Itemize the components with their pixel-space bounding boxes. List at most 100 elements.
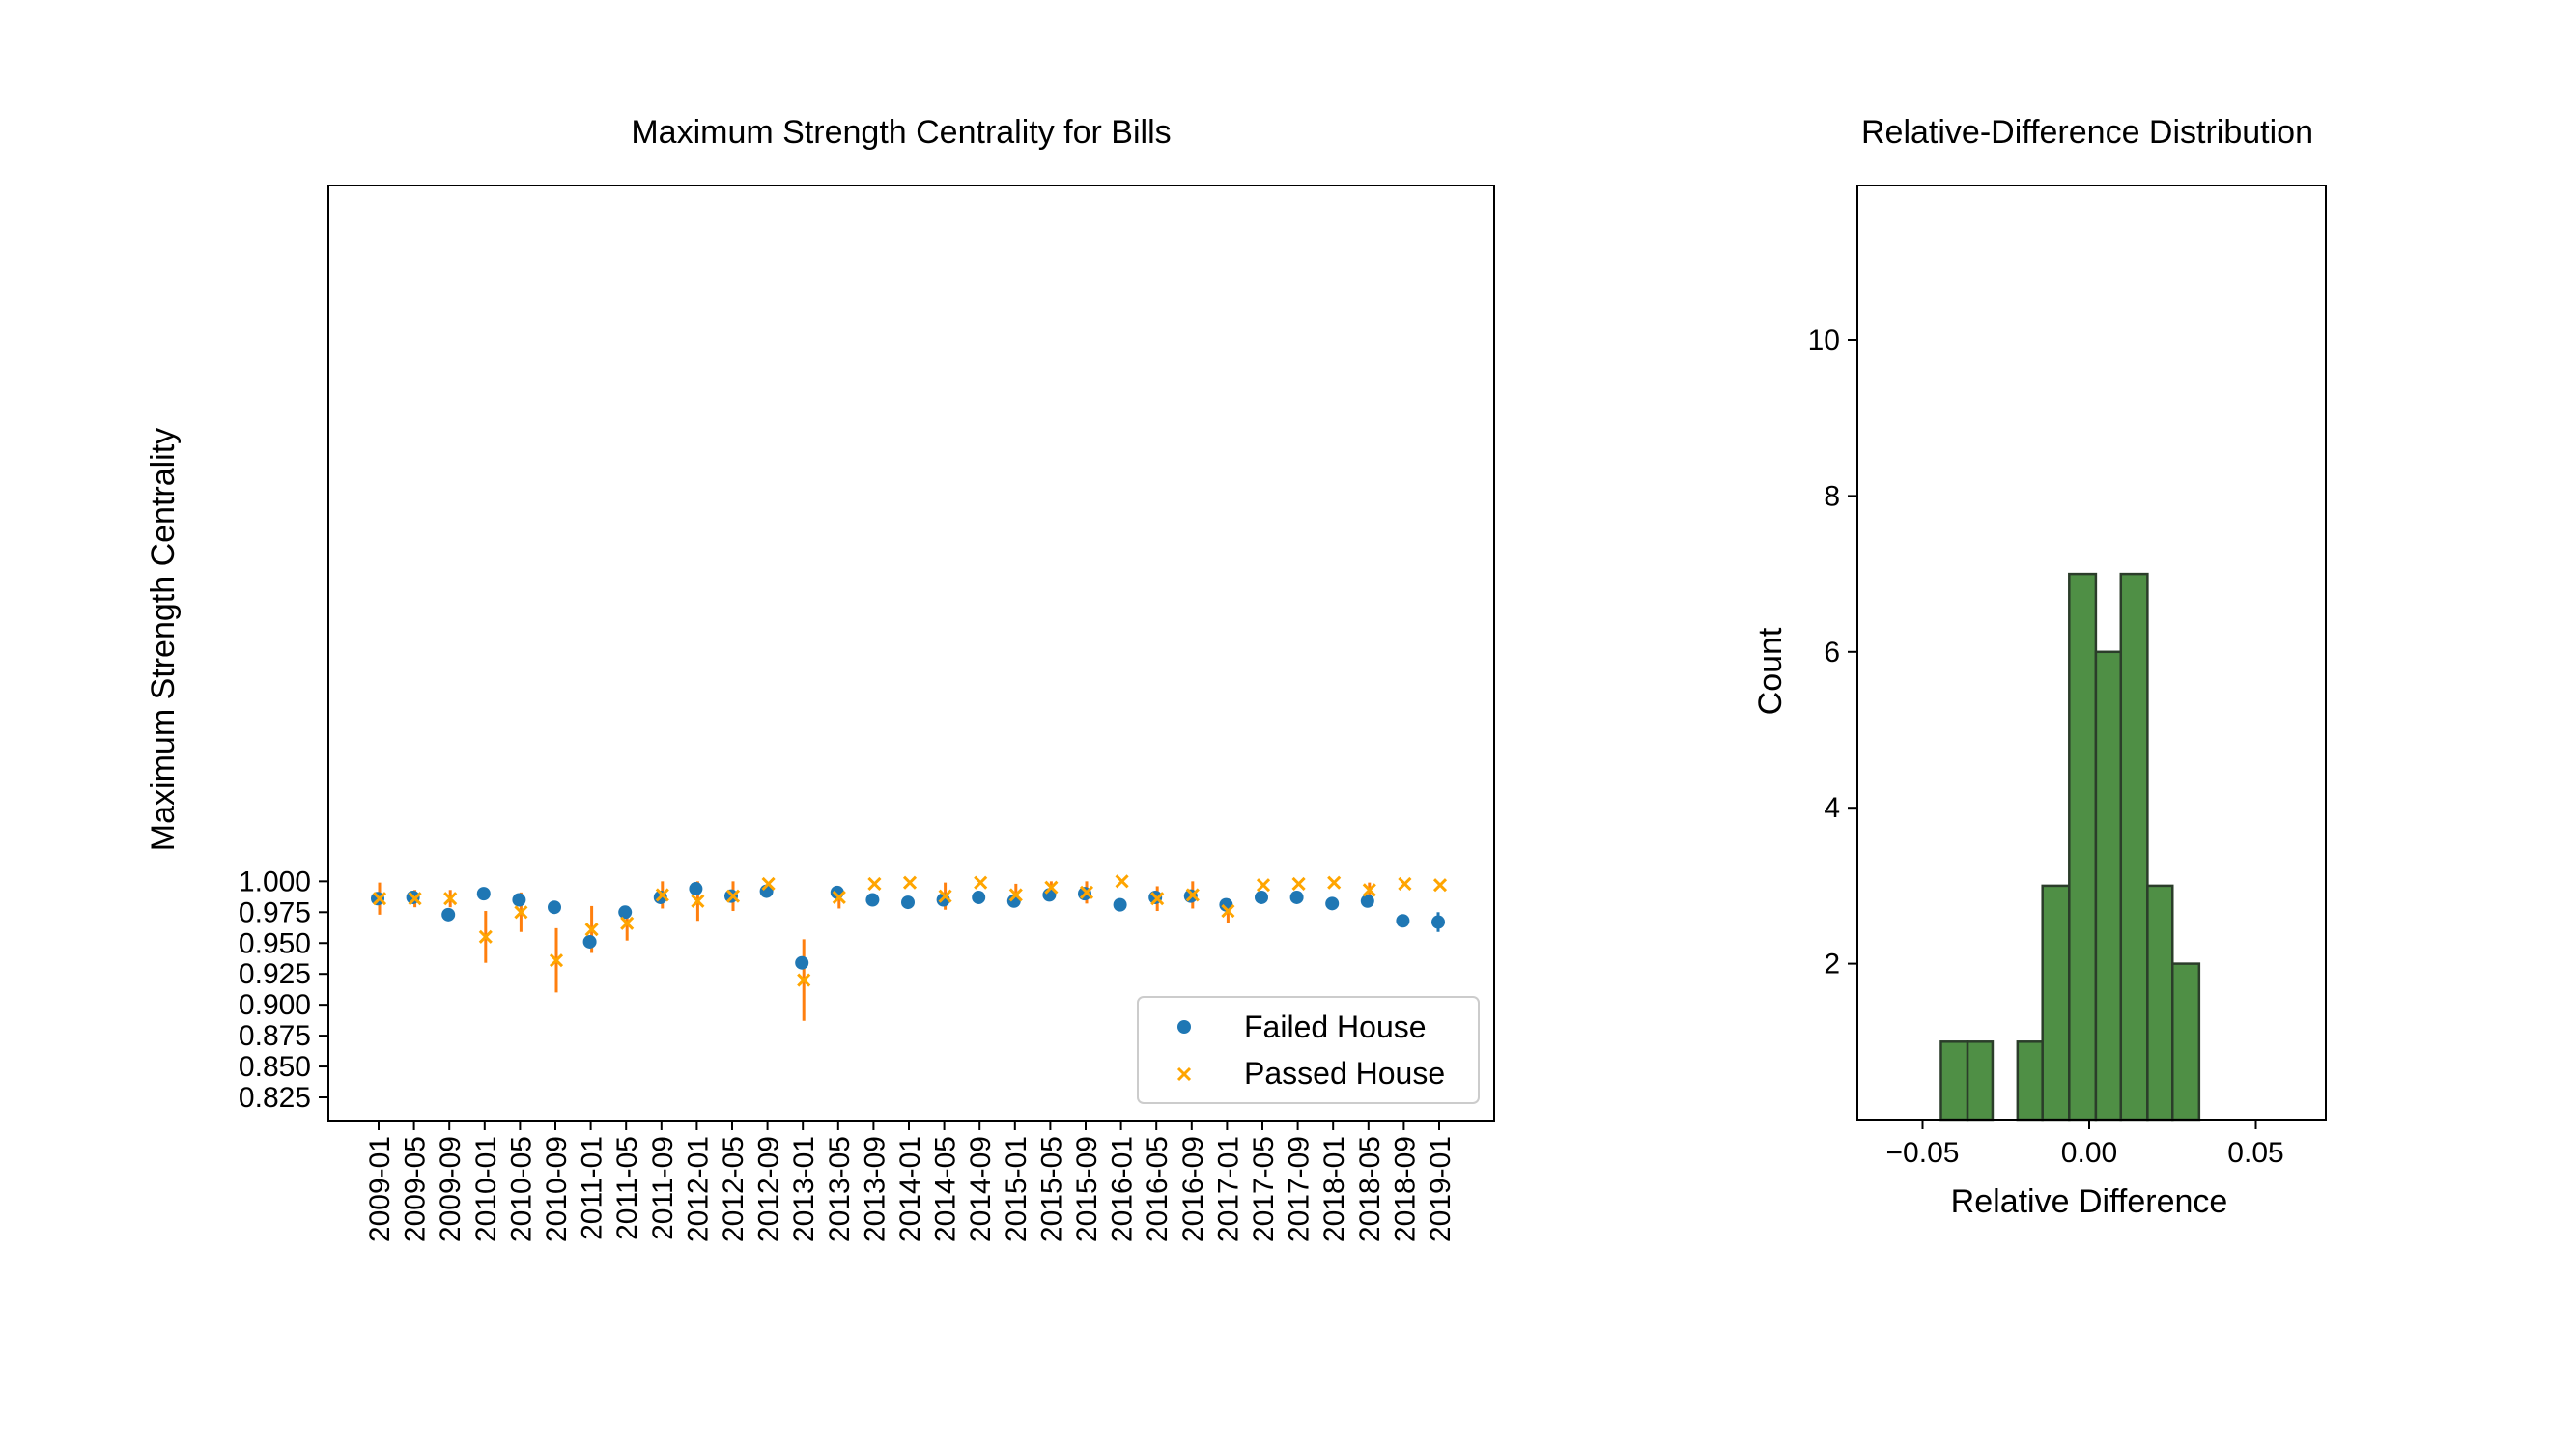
passed-point	[1115, 874, 1129, 889]
x-tick-label: 2017-09	[1284, 1136, 1316, 1242]
passed-point	[725, 889, 741, 903]
passed-point	[867, 876, 882, 891]
passed-point	[1150, 892, 1165, 906]
x-tick-label: 2011-05	[611, 1136, 643, 1240]
failed-point	[1360, 894, 1374, 908]
passed-point	[655, 888, 669, 902]
passed-point	[902, 875, 918, 890]
y-tick-label: 0.875	[239, 1020, 311, 1052]
x-tick-label: 2015-05	[1035, 1136, 1067, 1242]
failed-point	[1289, 890, 1304, 904]
failed-point	[865, 893, 880, 907]
x-tick-label: 2016-05	[1142, 1136, 1174, 1242]
passed-point	[1256, 878, 1271, 893]
scatter-y-axis-label: Maximum Strength Centrality	[145, 428, 182, 851]
x-tick-label: 2012-09	[753, 1136, 785, 1242]
passed-point	[974, 875, 988, 890]
passed-point	[1432, 878, 1448, 893]
x-tick-label: 2016-09	[1177, 1136, 1209, 1242]
histogram-bar	[2041, 884, 2071, 1122]
y-tick-label: 2	[1824, 949, 1840, 980]
x-tick-label: 2009-05	[400, 1136, 432, 1242]
histogram-bar	[2094, 650, 2123, 1122]
x-tick-label: 2009-09	[435, 1136, 467, 1242]
failed-point	[476, 887, 491, 901]
x-tick-label: 2015-09	[1071, 1136, 1103, 1242]
passed-point	[1362, 883, 1376, 897]
x-tick-label: 2019-01	[1425, 1136, 1457, 1242]
y-tick-label: 0.850	[239, 1051, 311, 1083]
failed-point	[972, 890, 986, 904]
passed-point	[372, 892, 387, 906]
x-tick-label: 2014-09	[965, 1136, 997, 1242]
legend-passed-marker	[1176, 1066, 1192, 1082]
passed-point	[1044, 880, 1059, 895]
x-tick-label: 2013-09	[859, 1136, 891, 1242]
legend-failed-label: Failed House	[1244, 1009, 1427, 1044]
passed-point	[514, 905, 528, 920]
histogram-x-axis-label: Relative Difference	[1951, 1183, 2228, 1220]
histogram-title: Relative-Difference Distribution	[1861, 114, 2313, 151]
passed-point	[549, 953, 564, 968]
y-tick-label: 10	[1808, 325, 1840, 356]
y-tick-label: 0.900	[239, 989, 311, 1021]
histogram-y-ticks: 2 4 6 8 10	[1808, 325, 1857, 980]
scatter-chart: Maximum Strength Centrality for Bills Ma…	[145, 114, 1495, 1242]
scatter-chart-title: Maximum Strength Centrality for Bills	[631, 114, 1171, 151]
passed-point	[1008, 888, 1023, 902]
histogram-bar	[2068, 572, 2098, 1122]
failed-point	[582, 934, 597, 949]
legend: Failed House Passed House	[1137, 996, 1480, 1104]
histogram-plot-frame	[1856, 185, 2327, 1121]
failed-point	[795, 955, 809, 970]
histogram-bar	[1966, 1040, 1995, 1122]
y-tick-label: 0.925	[239, 958, 311, 990]
histogram-bar	[2146, 884, 2174, 1122]
legend-passed-label: Passed House	[1244, 1056, 1445, 1091]
passed-point	[797, 973, 811, 987]
scatter-plot-frame	[327, 185, 1495, 1122]
x-tick-label: 2013-05	[824, 1136, 856, 1242]
y-tick-label: 6	[1824, 637, 1840, 668]
scatter-points	[371, 874, 1448, 987]
passed-point	[691, 894, 705, 908]
passed-point	[584, 923, 599, 937]
passed-point	[1398, 876, 1412, 891]
failed-point	[901, 895, 915, 910]
x-tick-label: 2012-05	[718, 1136, 750, 1242]
passed-point	[832, 890, 846, 905]
y-tick-label: 1.000	[239, 866, 311, 897]
legend-box	[1137, 996, 1480, 1104]
x-tick-label: 2013-01	[788, 1136, 820, 1242]
histogram-bar	[1939, 1040, 1969, 1122]
histogram-bars	[1939, 572, 2201, 1122]
failed-point	[1255, 890, 1268, 904]
failed-point	[689, 882, 703, 896]
x-tick-label: 0.05	[2227, 1137, 2283, 1169]
x-tick-label: 2018-01	[1318, 1136, 1350, 1242]
failed-point	[1396, 914, 1410, 928]
passed-point	[443, 892, 458, 906]
y-tick-label: 8	[1824, 480, 1840, 512]
x-tick-label: 2011-01	[577, 1136, 609, 1240]
histogram-bar	[2171, 962, 2201, 1122]
legend-failed-marker	[1177, 1020, 1191, 1034]
y-tick-label: 0.950	[239, 927, 311, 959]
failed-point	[512, 893, 526, 907]
x-tick-label: 2016-01	[1107, 1136, 1139, 1242]
failed-point	[548, 900, 561, 915]
histogram-chart: Relative-Difference Distribution Count R…	[1752, 114, 2327, 1220]
x-tick-label: 2010-05	[505, 1136, 537, 1242]
x-tick-label: 2010-09	[541, 1136, 573, 1242]
failed-point	[1113, 897, 1127, 912]
failed-point	[1431, 915, 1445, 929]
histogram-y-axis-label: Count	[1752, 627, 1789, 715]
x-tick-label: 2018-05	[1354, 1136, 1386, 1242]
passed-point	[1221, 903, 1235, 919]
histogram-x-ticks: −0.05 0.00 0.05	[1886, 1120, 2284, 1169]
failed-point	[618, 905, 633, 920]
y-tick-label: 0.825	[239, 1082, 311, 1114]
passed-point	[408, 892, 422, 906]
